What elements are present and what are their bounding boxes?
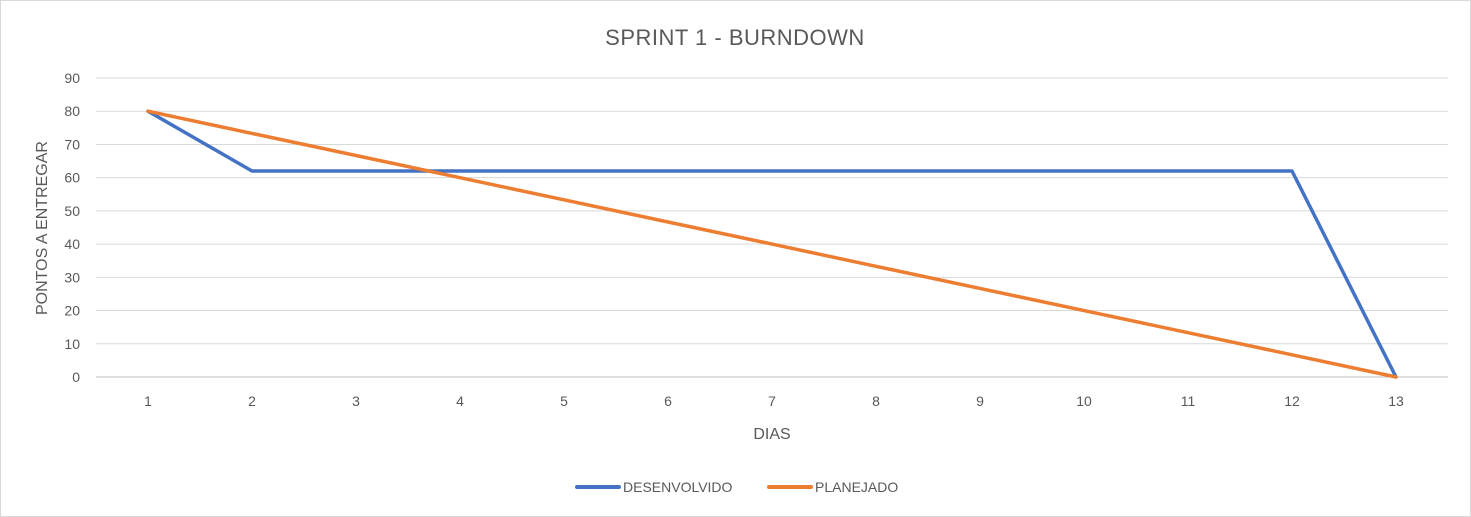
x-tick-label: 2 [248, 393, 256, 409]
gridlines [96, 77, 1448, 378]
y-tick-label: 90 [64, 70, 80, 86]
chart-title: SPRINT 1 - BURNDOWN [605, 25, 865, 50]
x-axis-title: DIAS [753, 426, 790, 443]
x-tick-label: 12 [1284, 393, 1300, 409]
y-tick-label: 60 [64, 170, 80, 186]
y-tick-label: 50 [64, 203, 80, 219]
x-tick-label: 13 [1388, 393, 1404, 409]
x-tick-label: 5 [560, 393, 568, 409]
legend-label: PLANEJADO [815, 479, 898, 495]
y-axis-ticks: 0 10 20 30 40 50 60 70 80 90 [64, 70, 80, 385]
series-line-planejado [146, 109, 1398, 379]
y-tick-label: 70 [64, 136, 80, 152]
y-tick-label: 40 [64, 236, 80, 252]
legend: DESENVOLVIDO PLANEJADO [575, 479, 898, 495]
y-tick-label: 10 [64, 336, 80, 352]
x-tick-label: 9 [976, 393, 984, 409]
x-tick-label: 3 [352, 393, 360, 409]
x-tick-label: 10 [1076, 393, 1092, 409]
series-lines [146, 109, 1398, 379]
x-tick-label: 7 [768, 393, 776, 409]
y-axis-title: PONTOS A ENTREGAR [34, 141, 51, 315]
y-tick-label: 20 [64, 303, 80, 319]
x-tick-label: 6 [664, 393, 672, 409]
x-axis-ticks: 1 2 3 4 5 6 7 8 9 10 11 12 13 [144, 393, 1404, 409]
y-tick-label: 0 [72, 369, 80, 385]
y-tick-label: 80 [64, 103, 80, 119]
x-tick-label: 11 [1181, 393, 1196, 409]
legend-label: DESENVOLVIDO [623, 479, 733, 495]
x-tick-label: 8 [872, 393, 880, 409]
x-tick-label: 4 [456, 393, 464, 409]
series-line-desenvolvido [146, 109, 1398, 379]
x-tick-label: 1 [144, 393, 152, 409]
y-tick-label: 30 [64, 269, 80, 285]
